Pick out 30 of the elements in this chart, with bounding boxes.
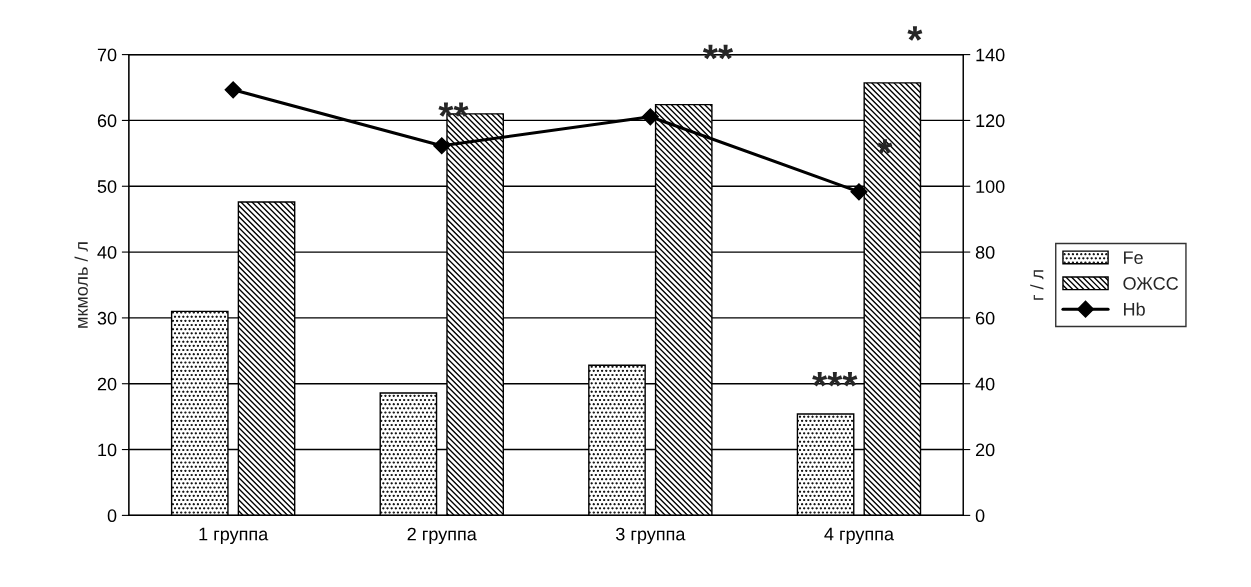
y-tick-label: 40 [97,246,117,259]
x-tick-label: 3 группа [616,527,686,545]
y2-tick-label: 140 [976,48,1005,62]
y-tick-label: 10 [98,443,117,457]
point [850,183,868,201]
y-tick-label: 0 [107,509,117,523]
y2-tick-label: 40 [975,377,995,391]
y2-tick-label: 60 [975,311,995,325]
y-tick-label: 20 [97,377,117,391]
x-tick-label: 4 группа [824,527,895,545]
text: * [907,26,923,41]
y-tick-label: 50 [97,180,117,193]
point [224,81,242,99]
legend-label: ОЖСС [1123,277,1179,290]
point [433,137,451,155]
x-tick-label: 1 группа [199,527,269,545]
y-axis-title: мкмоль / л [74,242,88,328]
legend-label: Fe [1124,251,1143,264]
y2-axis-title: г / л [1030,270,1044,300]
x-tick-label: 2 группа [407,527,477,545]
y-tick-label: 60 [97,114,117,128]
y2-tick-label: 0 [975,509,985,523]
y2-tick-label: 20 [975,443,995,457]
y2-tick-label: 80 [975,246,995,259]
y2-tick-label: 120 [976,114,1005,128]
y-tick-label: 30 [97,311,117,325]
legend-label: Hb [1124,302,1145,316]
y2-tick-label: 100 [976,180,1005,193]
y-tick-label: 70 [97,48,117,62]
point [641,108,659,126]
